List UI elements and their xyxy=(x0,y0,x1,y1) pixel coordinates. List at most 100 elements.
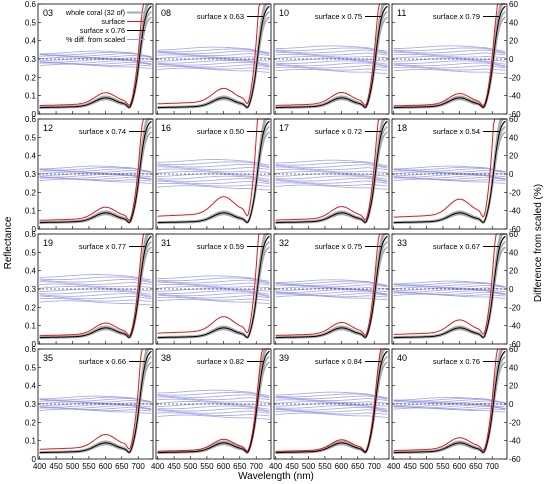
y-tick-label: 0.3 xyxy=(25,400,37,409)
diff-line xyxy=(157,401,270,407)
y-tick-label: 0.4 xyxy=(25,267,37,276)
x-tick-label: 650 xyxy=(115,462,129,471)
diff-line xyxy=(275,403,388,410)
surface-line xyxy=(393,3,506,107)
scaled-line xyxy=(393,235,506,339)
diff-line xyxy=(157,389,270,397)
diff-line xyxy=(275,408,388,413)
y-tick-label: 0.2 xyxy=(25,188,37,197)
scaled-line xyxy=(39,350,152,454)
diff-line xyxy=(157,398,270,404)
diff-line xyxy=(393,49,506,55)
y2-tick-label: 20 xyxy=(509,37,518,46)
ylabel-right: Difference from scaled (%) xyxy=(533,184,544,302)
x-tick-label: 700 xyxy=(486,462,500,471)
x-tick-label: 400 xyxy=(151,462,165,471)
diff-line xyxy=(157,60,270,67)
x-tick-label: 450 xyxy=(285,462,299,471)
panel-10: 10 surface x 0.75 xyxy=(273,3,390,115)
diff-line xyxy=(157,166,270,170)
x-tick-label: 600 xyxy=(335,462,349,471)
y2-tick-label: 0 xyxy=(509,400,514,409)
scaled-line xyxy=(275,235,388,339)
diff-line xyxy=(393,53,506,59)
surface-line xyxy=(393,348,506,452)
y-tick-label: 0.1 xyxy=(25,92,37,101)
surface-line xyxy=(39,348,152,450)
x-tick-label: 650 xyxy=(469,462,483,471)
scale-label: surface x 0.66 xyxy=(79,357,126,366)
scale-label: surface x 0.79 xyxy=(433,12,480,21)
scaled-line xyxy=(275,120,388,224)
panel-id: 08 xyxy=(161,8,171,18)
diff-line xyxy=(39,395,152,403)
y2-tick-label: 20 xyxy=(509,382,518,391)
y-tick-label: 0 xyxy=(32,340,37,349)
panel-id: 32 xyxy=(279,238,289,248)
panel-38: 400 450 500 550 600 650 700 38 surface x 0.82 xyxy=(151,348,272,471)
y-tick-label: 0.5 xyxy=(25,133,37,142)
surface-line xyxy=(393,233,506,335)
y2-tick-label: 60 xyxy=(509,0,518,9)
diff-line xyxy=(39,50,152,58)
y-tick-label: 0.6 xyxy=(25,0,37,9)
y-tick-label: 0 xyxy=(32,455,37,464)
panel-08: 08 surface x 0.63 xyxy=(155,3,272,115)
diff-line xyxy=(275,47,388,54)
diff-line xyxy=(275,399,388,404)
x-tick-label: 450 xyxy=(49,462,63,471)
panels: 0 0.1 0.2 0.3 0.4 0.5 0.6 03 whole coral (32 of)… xyxy=(25,0,521,471)
diff-line xyxy=(275,395,388,400)
panel-11: -60 -40 -20 0 20 40 60 11 surface x 0.79 xyxy=(391,0,521,119)
diff-line xyxy=(157,48,270,55)
diff-line xyxy=(39,281,152,285)
diff-line xyxy=(157,412,270,417)
surface-line xyxy=(275,233,388,336)
legend-label: surface xyxy=(101,17,125,26)
panel-33: -60 -40 -20 0 20 40 60 33 surface x 0.67 xyxy=(391,230,521,349)
y2-tick-label: -60 xyxy=(509,225,521,234)
x-tick-label: 650 xyxy=(351,462,365,471)
diff-line xyxy=(157,279,270,285)
diff-line xyxy=(157,159,270,166)
surface-line xyxy=(275,118,388,221)
diff-line xyxy=(157,54,270,59)
y2-tick-label: 40 xyxy=(509,248,518,257)
diff-line xyxy=(157,296,270,301)
diff-line xyxy=(275,161,388,168)
legend-label: whole coral (32 of) xyxy=(65,8,125,17)
y-tick-label: 0.4 xyxy=(25,37,37,46)
diff-line xyxy=(275,53,388,59)
x-tick-label: 450 xyxy=(167,462,181,471)
panel-id: 03 xyxy=(43,8,53,18)
diff-line xyxy=(157,65,270,70)
panel-17: 17 surface x 0.72 xyxy=(273,118,390,230)
diff-line xyxy=(39,293,152,298)
scale-label: surface x 0.67 xyxy=(433,242,480,251)
x-tick-label: 550 xyxy=(200,462,214,471)
diff-line xyxy=(275,49,388,55)
surface-line xyxy=(39,118,152,221)
panel-32: 32 surface x 0.75 xyxy=(273,233,390,345)
scale-label: surface x 0.59 xyxy=(197,242,244,251)
diff-line xyxy=(275,401,388,407)
surface-line xyxy=(393,118,506,218)
diff-line xyxy=(275,287,388,295)
scale-label: surface x 0.84 xyxy=(315,357,362,366)
diff-line xyxy=(275,60,388,67)
scaled-line xyxy=(157,350,270,454)
diff-line xyxy=(157,283,270,289)
diff-line xyxy=(157,298,270,305)
y-tick-label: 0.5 xyxy=(25,363,37,372)
diff-line xyxy=(157,281,270,286)
diff-line xyxy=(393,64,506,69)
x-tick-label: 700 xyxy=(250,462,264,471)
diff-line xyxy=(275,175,388,182)
y2-tick-label: -40 xyxy=(509,437,521,446)
panel-id: 16 xyxy=(161,123,171,133)
scaled-line xyxy=(157,120,270,224)
panel-id: 19 xyxy=(43,238,53,248)
y-tick-label: 0.1 xyxy=(25,207,37,216)
y-tick-label: 0.5 xyxy=(25,248,37,257)
